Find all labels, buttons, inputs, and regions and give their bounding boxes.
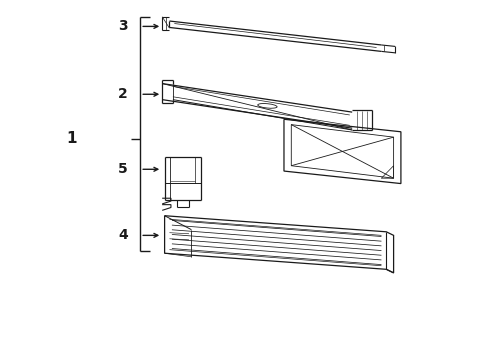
Text: 2: 2 bbox=[118, 87, 128, 101]
Text: 5: 5 bbox=[118, 162, 128, 176]
Text: 4: 4 bbox=[118, 228, 128, 242]
Text: 3: 3 bbox=[119, 19, 128, 33]
Text: 1: 1 bbox=[67, 131, 77, 147]
